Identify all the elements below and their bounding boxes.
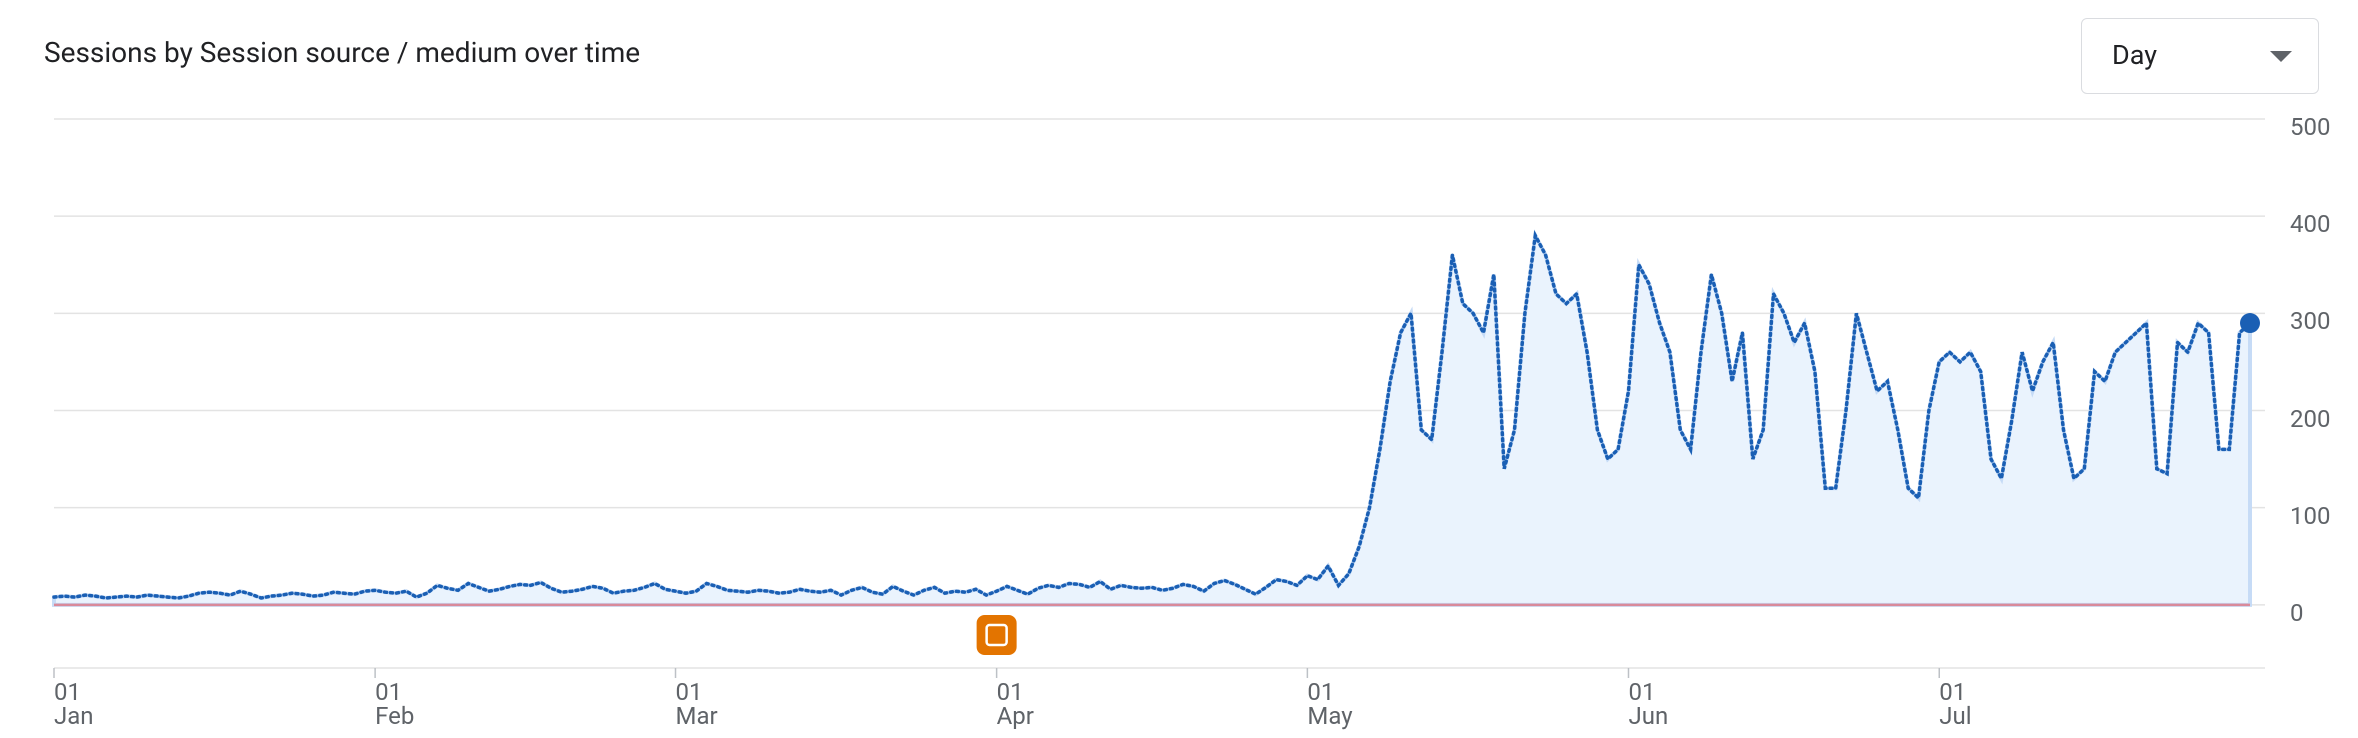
x-tick-label: 01 May (1307, 678, 1353, 730)
x-tick-label: 01 Feb (375, 678, 415, 730)
dropdown-value: Day (2112, 39, 2157, 71)
y-tick-label: 100 (2290, 501, 2331, 530)
y-tick-label: 400 (2290, 210, 2331, 239)
series-line (52, 229, 2252, 600)
y-tick-label: 200 (2290, 404, 2331, 433)
area-fill (52, 229, 2252, 607)
dropdown-arrow (2270, 51, 2292, 62)
chart-title: Sessions by Session source / medium over… (44, 36, 641, 69)
y-tick-label: 300 (2290, 307, 2331, 336)
y-tick-label: 0 (2290, 598, 2304, 627)
granularity-dropdown[interactable]: Day (2081, 18, 2319, 94)
annotation-icon-glyph (985, 623, 1008, 647)
annotation-icon[interactable] (976, 615, 1017, 655)
x-tick-label: 01 Mar (675, 678, 718, 730)
x-tick-label: 01 Jul (1939, 678, 1972, 730)
x-tick-label: 01 Jan (54, 678, 94, 730)
y-tick-label: 500 (2290, 113, 2331, 141)
x-tick-label: 01 Jun (1628, 678, 1669, 730)
x-tick-label: 01 Apr (996, 678, 1034, 730)
end-marker (2240, 313, 2260, 334)
